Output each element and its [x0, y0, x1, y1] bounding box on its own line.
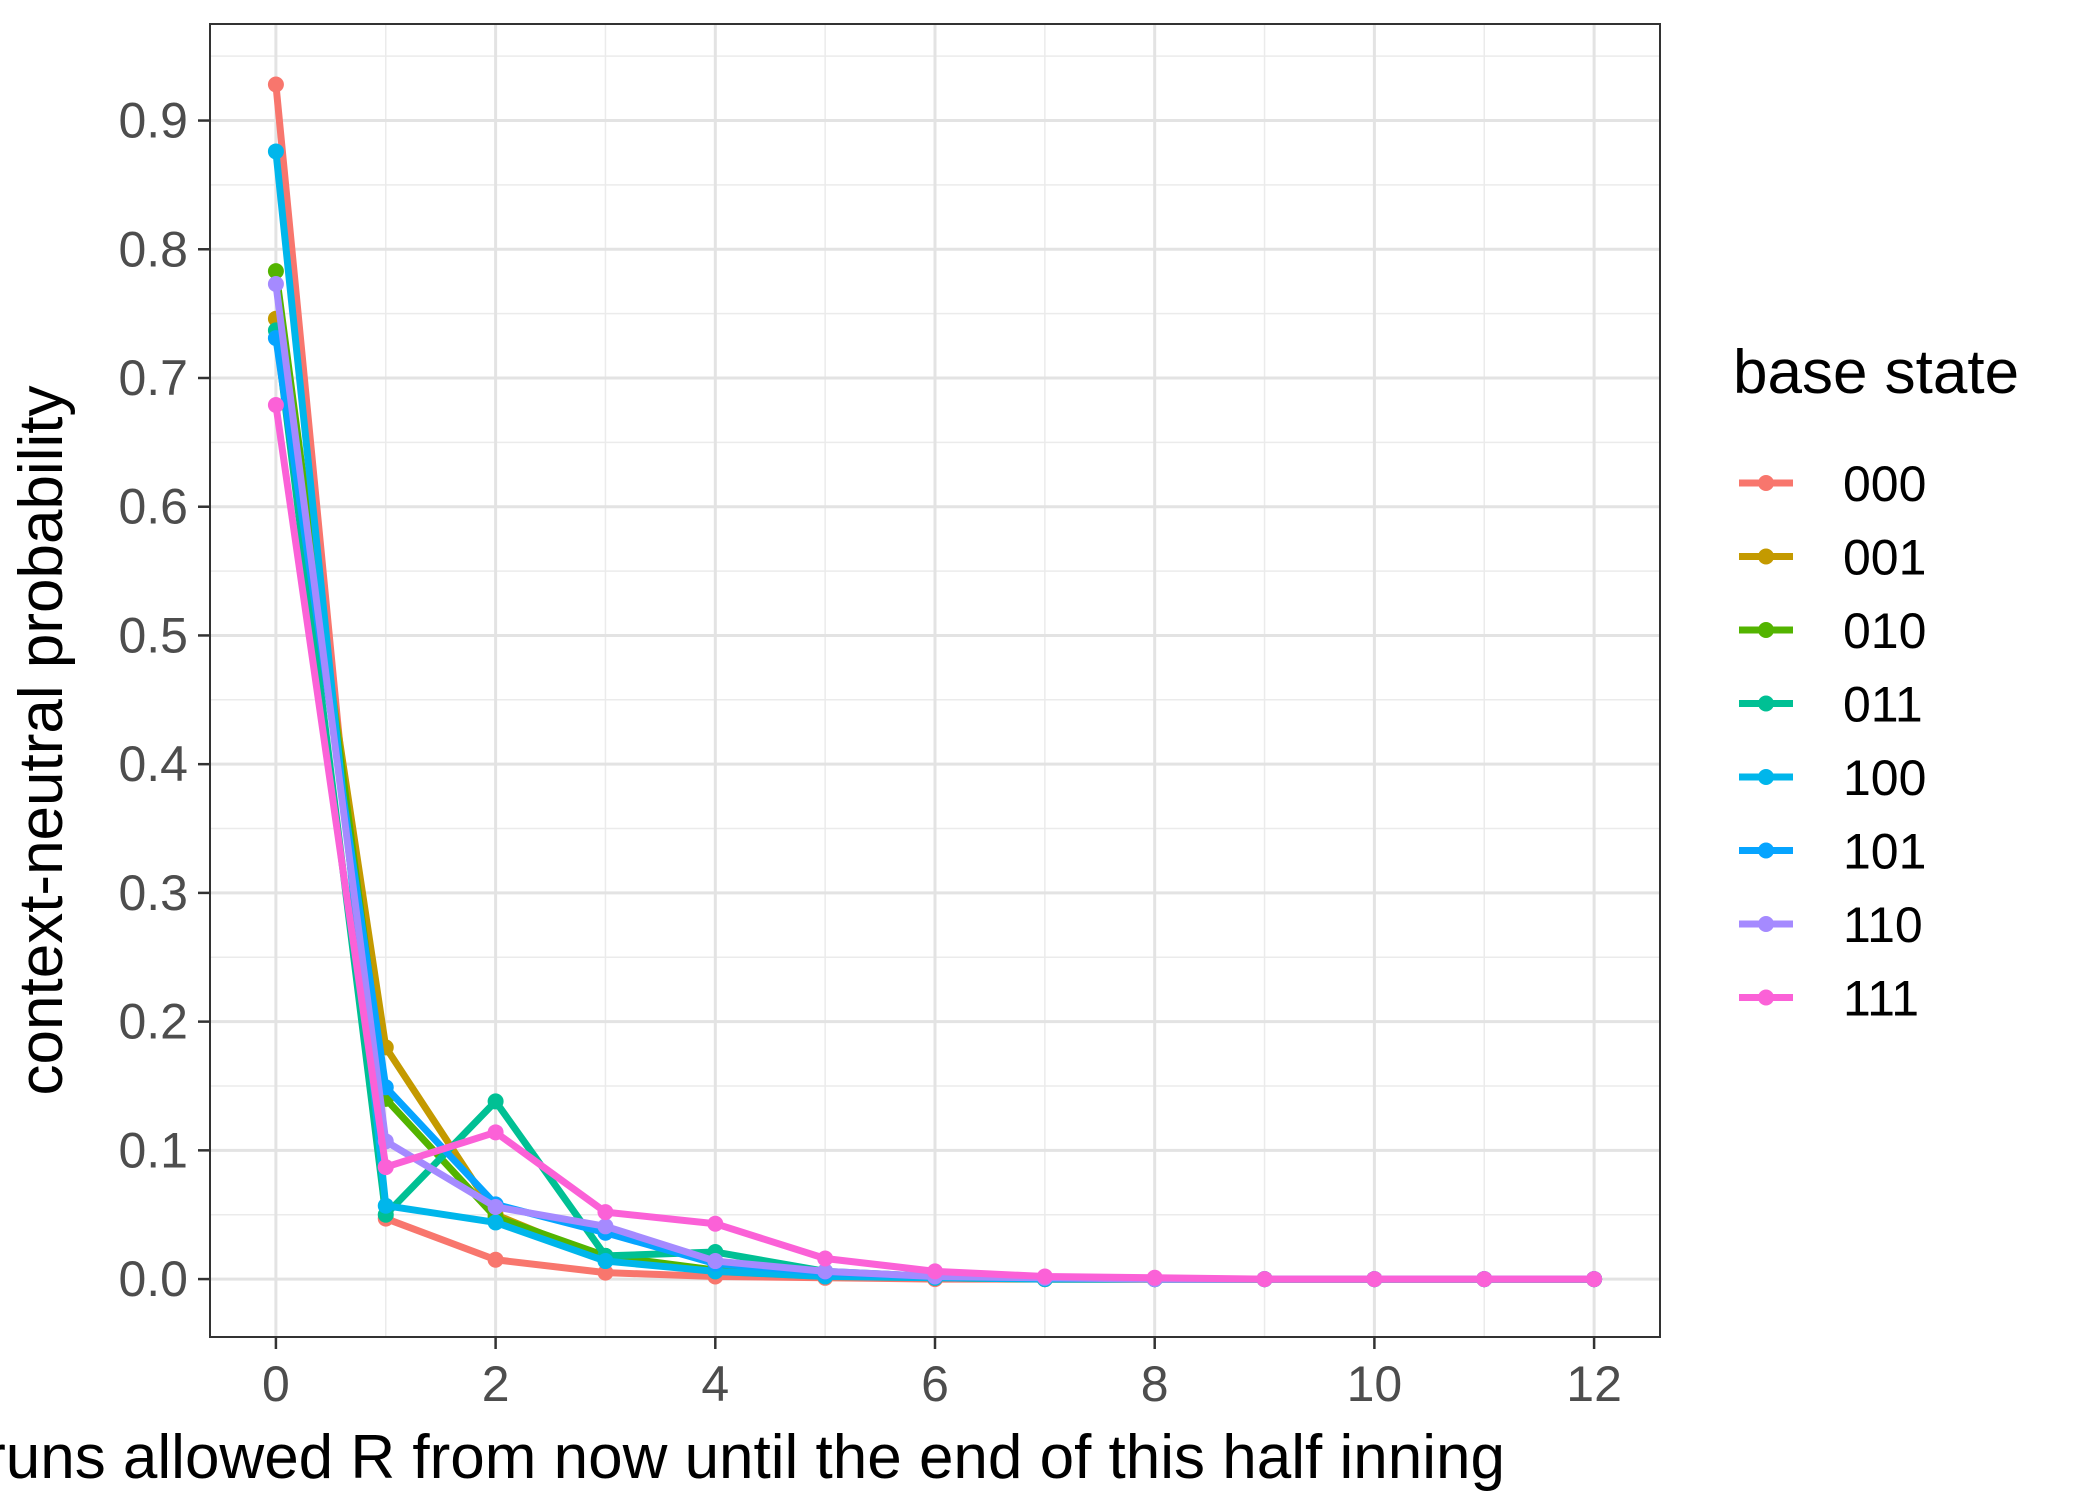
legend-label: 111 [1843, 971, 1919, 1027]
data-point [1256, 1271, 1273, 1288]
legend-label: 110 [1843, 897, 1923, 953]
x-tick-label: 2 [482, 1356, 510, 1412]
legend-item-101: 101 [1739, 824, 1926, 880]
y-tick-label: 0.1 [118, 1122, 188, 1178]
legend-label: 001 [1843, 530, 1926, 586]
data-point [707, 1253, 724, 1270]
y-tick-label: 0.6 [118, 479, 188, 535]
data-point [817, 1250, 834, 1267]
data-point [1476, 1271, 1493, 1288]
series-111 [267, 397, 1603, 1288]
y-tick-label: 0.9 [118, 93, 188, 149]
data-point [487, 1251, 504, 1268]
series-layer [267, 76, 1603, 1288]
legend-item-111: 111 [1739, 971, 1919, 1027]
y-tick-label: 0.3 [118, 865, 188, 921]
data-point [267, 76, 284, 93]
x-tick-label: 0 [262, 1356, 290, 1412]
x-tick-label: 12 [1566, 1356, 1622, 1412]
data-point [1036, 1268, 1053, 1285]
legend-key-point [1758, 475, 1774, 491]
data-point [597, 1264, 614, 1281]
legend-item-010: 010 [1739, 603, 1926, 659]
data-point [817, 1263, 834, 1280]
legend-title: base state [1733, 338, 2019, 407]
x-tick-label: 6 [921, 1356, 949, 1412]
x-axis: 0 2 4 6 8 10 12 [262, 1337, 1622, 1412]
y-tick-label: 0.8 [118, 221, 188, 277]
legend-label: 101 [1843, 824, 1926, 880]
data-point [487, 1198, 504, 1215]
data-point [927, 1263, 943, 1280]
legend-label: 000 [1843, 456, 1926, 512]
y-axis: 0.0 0.1 0.2 0.3 0.4 0.5 0.6 0.7 0.8 0.9 [118, 93, 210, 1307]
x-tick-label: 10 [1347, 1356, 1403, 1412]
data-point [377, 1197, 394, 1214]
legend-item-100: 100 [1739, 750, 1926, 806]
data-point [267, 263, 284, 280]
data-point [267, 276, 284, 293]
legend-label: 100 [1843, 750, 1926, 806]
legend-key-point [1758, 769, 1774, 785]
data-point [597, 1253, 614, 1270]
data-point [1586, 1271, 1603, 1288]
legend-item-001: 001 [1739, 530, 1926, 586]
data-point [487, 1214, 504, 1231]
data-point [597, 1218, 614, 1235]
data-point [487, 1093, 504, 1110]
y-tick-label: 0.0 [118, 1251, 188, 1307]
legend-label: 010 [1843, 603, 1926, 659]
x-tick-label: 8 [1141, 1356, 1169, 1412]
legend-label: 011 [1843, 677, 1923, 733]
data-point [267, 397, 284, 414]
y-axis-title: context-neutral probability [7, 386, 76, 1096]
legend-key-point [1758, 842, 1774, 859]
x-axis-title: runs allowed R from now until the end of… [0, 1423, 1505, 1492]
y-tick-label: 0.7 [118, 350, 188, 406]
data-point [487, 1124, 504, 1141]
legend: base state 000 001 010 011 100 101 110 111 [1733, 338, 2019, 1027]
data-point [1366, 1271, 1383, 1288]
legend-key-point [1758, 622, 1774, 638]
legend-key-point [1758, 695, 1774, 712]
legend-key-point [1758, 989, 1774, 1006]
legend-item-000: 000 [1739, 456, 1926, 512]
data-point [377, 1159, 394, 1176]
y-tick-label: 0.5 [118, 607, 188, 663]
y-tick-label: 0.4 [118, 736, 188, 792]
data-point [267, 143, 284, 160]
data-point [1146, 1269, 1163, 1286]
legend-items: 000 001 010 011 100 101 110 111 [1739, 456, 1926, 1027]
legend-item-110: 110 [1739, 897, 1923, 953]
x-tick-label: 4 [701, 1356, 729, 1412]
legend-key-point [1758, 916, 1774, 932]
legend-item-011: 011 [1739, 677, 1923, 733]
data-point [597, 1204, 614, 1221]
legend-key-point [1758, 548, 1774, 565]
y-tick-label: 0.2 [118, 994, 188, 1050]
data-point [707, 1215, 724, 1232]
